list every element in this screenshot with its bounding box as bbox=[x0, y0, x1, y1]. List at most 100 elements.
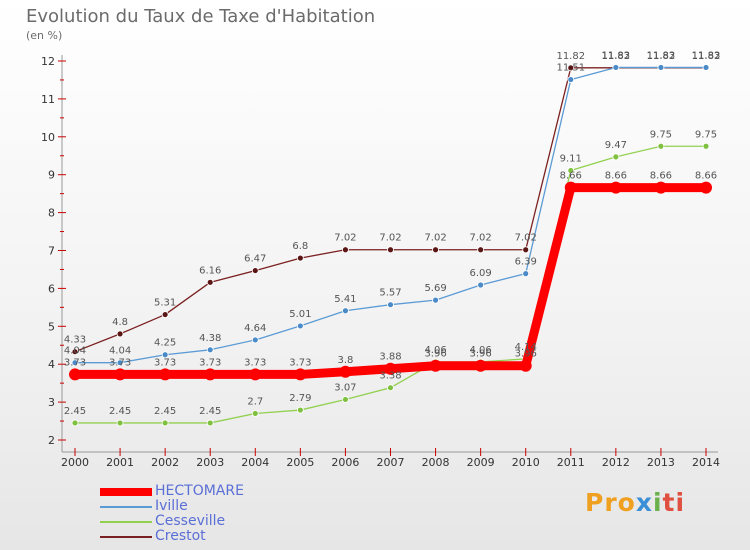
legend-item: Crestot bbox=[100, 529, 244, 544]
data-label: 3.73 bbox=[289, 357, 311, 368]
legend-swatch bbox=[100, 520, 152, 523]
y-tick-label: 4 bbox=[48, 358, 55, 371]
y-tick-label: 11 bbox=[41, 93, 55, 106]
data-point bbox=[432, 246, 439, 254]
legend-swatch bbox=[100, 487, 152, 496]
y-tick-label: 8 bbox=[48, 207, 55, 220]
data-point bbox=[251, 410, 259, 417]
data-label: 11.82 bbox=[647, 51, 676, 62]
data-labels: 3.73 3.73 3.73 3.73 3.73 3.73 3.8 3.88 3.96 3.96 3… bbox=[64, 50, 720, 417]
series-layer bbox=[69, 64, 712, 427]
y-tick-label: 5 bbox=[48, 320, 55, 333]
proxiti-logo: Proxiti bbox=[585, 488, 685, 517]
data-label: 3.73 bbox=[154, 357, 176, 368]
data-label: 5.31 bbox=[154, 298, 176, 309]
x-tick-label: 2005 bbox=[286, 456, 314, 469]
data-label: 6.09 bbox=[470, 268, 492, 279]
data-label: 4.38 bbox=[199, 333, 221, 344]
data-label: 11.83 bbox=[602, 50, 631, 61]
data-point bbox=[522, 246, 530, 254]
data-label: 4.04 bbox=[109, 346, 131, 357]
data-label: 3.73 bbox=[244, 357, 266, 368]
data-point bbox=[657, 142, 665, 150]
data-label: 6.16 bbox=[199, 265, 221, 276]
logo-part: ti bbox=[662, 488, 686, 517]
data-point bbox=[69, 368, 81, 381]
data-point bbox=[294, 368, 307, 381]
data-label: 4.33 bbox=[64, 335, 86, 346]
data-label: 3.73 bbox=[109, 357, 131, 368]
data-label: 3.38 bbox=[379, 371, 401, 382]
series-line bbox=[74, 66, 707, 364]
data-label: 8.66 bbox=[605, 171, 627, 182]
data-label: 8.66 bbox=[695, 171, 717, 182]
data-label: 2.79 bbox=[289, 393, 311, 404]
data-label: 5.41 bbox=[334, 294, 356, 305]
data-label: 11.82 bbox=[556, 51, 585, 62]
data-point bbox=[116, 330, 124, 338]
x-tick-label: 2012 bbox=[602, 456, 630, 469]
x-tick-label: 2000 bbox=[61, 456, 89, 469]
data-point bbox=[339, 365, 352, 378]
data-label: 5.01 bbox=[289, 309, 311, 320]
data-label: 3.88 bbox=[379, 352, 401, 363]
series-line bbox=[74, 67, 707, 353]
data-point bbox=[700, 181, 712, 194]
logo-part: Pro bbox=[585, 488, 636, 517]
data-label: 3.07 bbox=[334, 382, 356, 393]
data-label: 5.57 bbox=[379, 288, 401, 299]
data-point bbox=[519, 359, 532, 372]
data-point bbox=[204, 368, 217, 381]
data-label: 9.47 bbox=[605, 140, 627, 151]
data-point bbox=[429, 359, 442, 372]
legend-swatch bbox=[100, 505, 152, 508]
data-label: 3.96 bbox=[470, 349, 492, 360]
data-label: 2.45 bbox=[109, 406, 131, 417]
data-label: 7.02 bbox=[334, 233, 356, 244]
data-label: 2.7 bbox=[247, 396, 263, 407]
data-point bbox=[567, 167, 575, 174]
data-point bbox=[387, 246, 394, 254]
data-label: 4.14 bbox=[515, 342, 537, 353]
chart-title: Evolution du Taux de Taxe d'Habitation bbox=[26, 6, 376, 27]
y-tick-label: 2 bbox=[48, 434, 55, 447]
data-point bbox=[249, 368, 262, 381]
data-label: 11.51 bbox=[556, 63, 585, 74]
data-point bbox=[474, 359, 487, 372]
data-label: 7.02 bbox=[424, 233, 446, 244]
y-tick-label: 7 bbox=[48, 245, 55, 258]
data-label: 6.47 bbox=[244, 254, 266, 265]
data-label: 4.04 bbox=[64, 346, 86, 357]
x-tick-label: 2009 bbox=[467, 456, 495, 469]
data-point bbox=[567, 64, 575, 72]
y-tick-label: 10 bbox=[41, 131, 55, 144]
data-point bbox=[387, 384, 394, 392]
data-label: 6.39 bbox=[515, 257, 537, 268]
data-point bbox=[477, 246, 485, 254]
data-point bbox=[612, 64, 620, 71]
data-label: 7.02 bbox=[515, 233, 537, 244]
y-tick-label: 6 bbox=[48, 282, 55, 295]
y-tick-label: 12 bbox=[41, 55, 55, 68]
data-label: 11.83 bbox=[692, 50, 721, 61]
data-point bbox=[159, 368, 172, 381]
data-point bbox=[296, 254, 304, 262]
data-label: 9.11 bbox=[560, 154, 582, 165]
data-point bbox=[522, 270, 530, 278]
data-label: 7.02 bbox=[470, 233, 492, 244]
data-label: 4.06 bbox=[424, 345, 446, 356]
data-point bbox=[296, 322, 304, 330]
data-label: 4.06 bbox=[470, 345, 492, 356]
x-tick-label: 2007 bbox=[377, 456, 405, 469]
data-point bbox=[342, 307, 349, 315]
x-tick-label: 2004 bbox=[241, 456, 269, 469]
data-point bbox=[609, 181, 622, 194]
legend-swatch bbox=[100, 535, 152, 538]
data-point bbox=[387, 301, 394, 309]
data-point bbox=[477, 281, 485, 289]
data-label: 11.82 bbox=[602, 51, 631, 62]
data-point bbox=[206, 346, 214, 354]
data-point bbox=[296, 406, 304, 414]
legend-item: Cesseville bbox=[100, 514, 244, 529]
